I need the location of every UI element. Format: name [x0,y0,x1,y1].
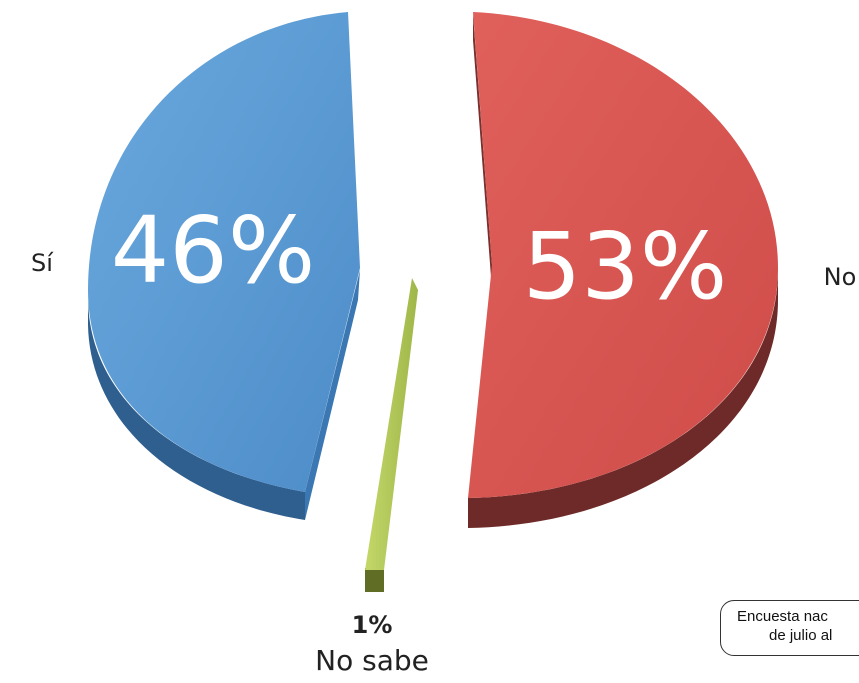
slice-no-category-label: No [824,263,857,291]
slice-si-side [88,300,305,520]
source-note-box: Encuesta nac de julio al [720,600,859,656]
slice-si-percent-label: 46% [111,197,315,304]
slice-si [88,12,360,492]
slice-si-category-label: Sí [31,249,54,277]
slice-no [468,12,778,498]
slice-nosabe [365,278,418,570]
slice-no-side [468,270,778,528]
slice-nosabe-category-label: No sabe [315,644,429,677]
slice-no-inner-wall [473,14,492,290]
source-note-line2: de julio al [769,627,833,644]
source-note-line1: Encuesta nac [737,608,828,625]
slice-nosabe-side [365,568,384,592]
slice-no-percent-label: 53% [523,213,727,320]
slice-nosabe-percent-label: 1% [352,611,393,639]
